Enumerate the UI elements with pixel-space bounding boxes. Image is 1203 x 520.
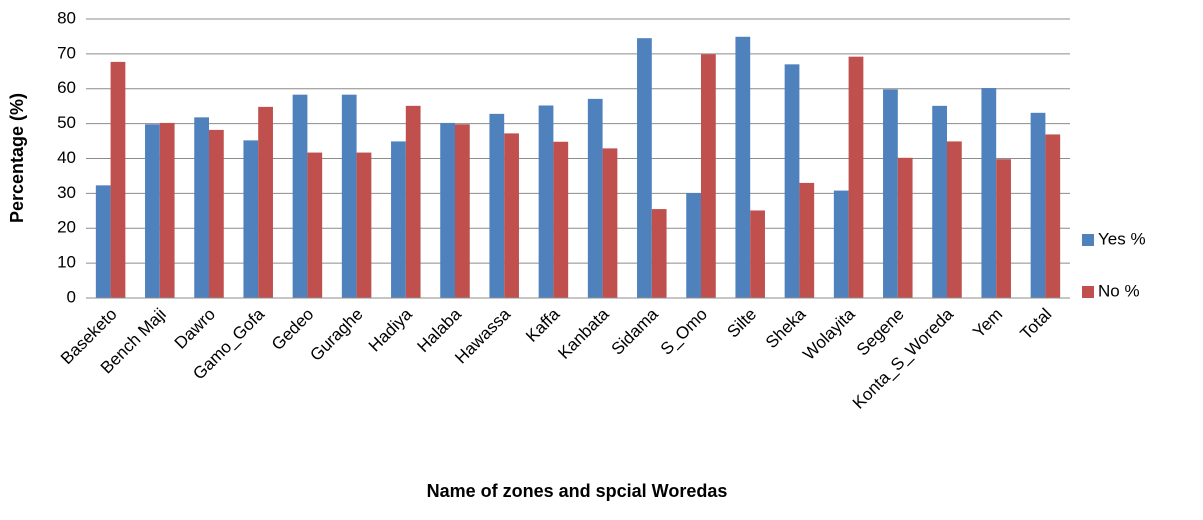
bar — [307, 152, 323, 298]
x-tick-label: Kaffa — [522, 304, 564, 346]
y-tick-label: 30 — [57, 183, 76, 202]
x-tick-label: Hadiya — [365, 304, 416, 355]
bar — [637, 38, 652, 299]
bar — [356, 152, 372, 298]
y-tick-label: 60 — [57, 78, 76, 97]
bar — [1045, 134, 1061, 298]
bar — [489, 113, 505, 298]
bar — [553, 141, 569, 298]
x-tick-label: Kanbata — [554, 304, 613, 363]
bar — [405, 105, 421, 299]
bar — [292, 94, 308, 299]
bar — [258, 106, 273, 298]
x-tick-label: Wolayita — [799, 304, 859, 364]
bar — [391, 141, 406, 298]
bar — [504, 133, 519, 298]
legend-swatch — [1082, 286, 1094, 298]
bar — [651, 209, 667, 298]
bar — [159, 122, 175, 299]
bar — [897, 157, 913, 298]
bar — [209, 129, 224, 298]
y-tick-label: 20 — [57, 218, 76, 237]
y-axis-title: Percentage (%) — [7, 93, 27, 223]
x-tick-label: Sidama — [608, 304, 663, 359]
bar — [947, 141, 962, 298]
bar — [1030, 112, 1046, 298]
x-tick-label: Yem — [969, 305, 1006, 342]
bar — [701, 54, 716, 298]
bar — [440, 122, 455, 299]
x-tick-label: Total — [1017, 305, 1056, 344]
bar — [194, 117, 209, 298]
bar — [145, 124, 160, 298]
bar — [587, 98, 603, 299]
y-tick-label: 70 — [57, 43, 76, 62]
x-tick-label: Hawassa — [451, 304, 514, 367]
bar — [602, 148, 618, 298]
x-tick-label: Sheka — [762, 304, 810, 352]
bar — [833, 190, 849, 298]
bar — [750, 210, 765, 298]
bar — [799, 182, 815, 298]
bar — [341, 94, 357, 299]
bar — [981, 88, 997, 299]
bar — [538, 105, 554, 299]
y-tick-label: 80 — [57, 8, 76, 27]
legend-label: No % — [1098, 281, 1140, 300]
bar — [848, 56, 864, 298]
bar — [95, 185, 111, 298]
bar — [996, 159, 1011, 298]
x-tick-label: Silte — [723, 305, 760, 342]
bar — [932, 105, 947, 299]
x-tick-label: Guraghe — [306, 305, 366, 365]
y-tick-label: 50 — [57, 113, 76, 132]
bar — [686, 193, 701, 298]
y-tick-label: 10 — [57, 253, 76, 272]
x-tick-label: Dawro — [171, 305, 219, 353]
y-tick-label: 0 — [67, 287, 76, 306]
y-tick-label: 40 — [57, 148, 76, 167]
bar — [883, 89, 898, 298]
bar — [455, 124, 470, 298]
x-axis-title: Name of zones and spcial Woredas — [427, 481, 728, 501]
bar — [735, 36, 751, 298]
bar — [110, 61, 126, 298]
x-tick-label: S_Omo — [657, 305, 711, 359]
bar — [243, 140, 259, 298]
legend-swatch — [1082, 234, 1094, 246]
bar — [784, 64, 800, 299]
legend-label: Yes % — [1098, 229, 1146, 248]
